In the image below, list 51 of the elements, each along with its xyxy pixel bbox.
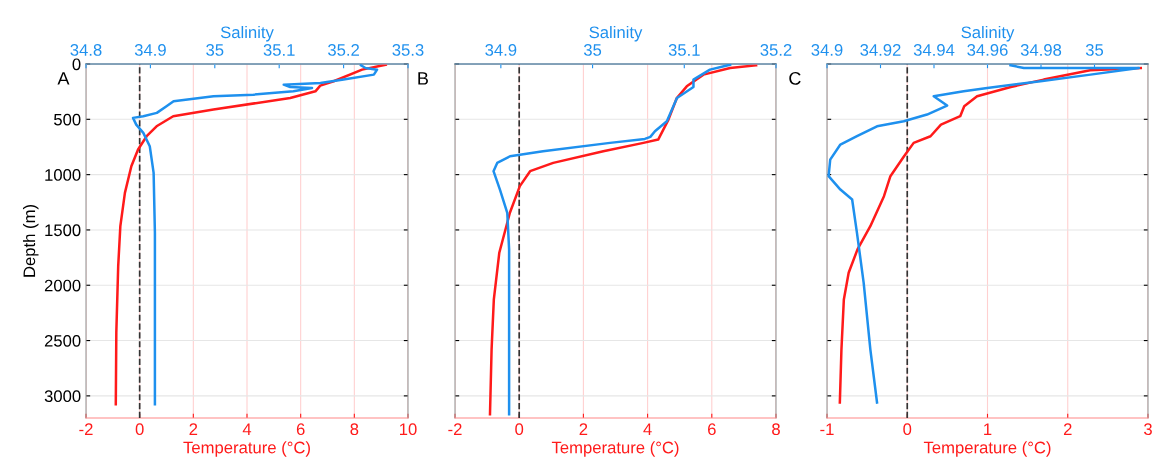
x-tick-label: 6 bbox=[708, 423, 716, 436]
x-tick-label: -2 bbox=[448, 423, 462, 435]
x-tick-label: 8 bbox=[772, 423, 780, 436]
x2-tick-label: 34.9 bbox=[134, 44, 166, 56]
y-tick-label: 2000 bbox=[44, 279, 81, 292]
text: A bbox=[57, 72, 70, 85]
x2-tick-label: 35.3 bbox=[392, 44, 424, 56]
y-tick-label: 0 bbox=[72, 58, 81, 71]
x2-tick-label: 34.96 bbox=[967, 44, 1008, 56]
y-tick-label: 3000 bbox=[44, 390, 81, 403]
x2-axis-title: Salinity bbox=[220, 25, 274, 42]
x2-tick-label: 35 bbox=[583, 44, 602, 56]
y-tick-label: 2500 bbox=[44, 334, 81, 347]
x-tick-label: 10 bbox=[400, 423, 417, 436]
y-tick-label: 1500 bbox=[45, 224, 81, 237]
x-tick-label: 8 bbox=[350, 423, 359, 436]
x2-tick-label: 34.92 bbox=[860, 44, 901, 56]
x2-tick-label: 35.1 bbox=[668, 44, 700, 56]
x-tick-label: -2 bbox=[79, 423, 93, 435]
x2-tick-label: 34.8 bbox=[70, 44, 102, 56]
x2-tick-label: 34.98 bbox=[1020, 44, 1062, 56]
x2-tick-label: 34.9 bbox=[811, 44, 843, 56]
y-axis-title: Depth (m) bbox=[22, 204, 39, 277]
text: B bbox=[418, 72, 428, 85]
x2-tick-label: 35.1 bbox=[263, 44, 295, 56]
x-tick-label: 0 bbox=[903, 423, 912, 436]
x2-tick-label: 34.9 bbox=[485, 44, 517, 56]
text: C bbox=[789, 71, 801, 85]
x-tick-label: 2 bbox=[579, 423, 588, 435]
x2-tick-label: 35 bbox=[206, 44, 224, 56]
x2-tick-label: 35.2 bbox=[760, 44, 792, 56]
x-tick-label: 2 bbox=[189, 423, 198, 435]
x-tick-label: 3 bbox=[1144, 423, 1152, 436]
x-tick-label: 4 bbox=[643, 423, 652, 435]
x-axis-title: Temperature (°C) bbox=[551, 441, 679, 457]
x-tick-label: 0 bbox=[135, 423, 144, 436]
x-tick-label: 6 bbox=[296, 423, 305, 436]
x-tick-label: 2 bbox=[1063, 423, 1072, 435]
x2-axis-title: Salinity bbox=[589, 25, 643, 42]
x2-tick-label: 35 bbox=[1085, 44, 1104, 56]
x-tick-label: 0 bbox=[515, 423, 524, 436]
x-tick-label: 4 bbox=[242, 423, 252, 435]
x2-tick-label: 34.94 bbox=[913, 44, 955, 56]
x-axis-title: Temperature (°C) bbox=[923, 441, 1051, 457]
x-tick-label: -1 bbox=[820, 423, 834, 435]
y-tick-label: 1000 bbox=[45, 169, 81, 181]
x2-tick-label: 35.2 bbox=[328, 44, 359, 56]
x-axis-title: Temperature (°C) bbox=[183, 441, 310, 457]
x-tick-label: 1 bbox=[984, 423, 992, 435]
x2-axis-title: Salinity bbox=[961, 25, 1015, 42]
y-tick-label: 500 bbox=[54, 113, 81, 126]
